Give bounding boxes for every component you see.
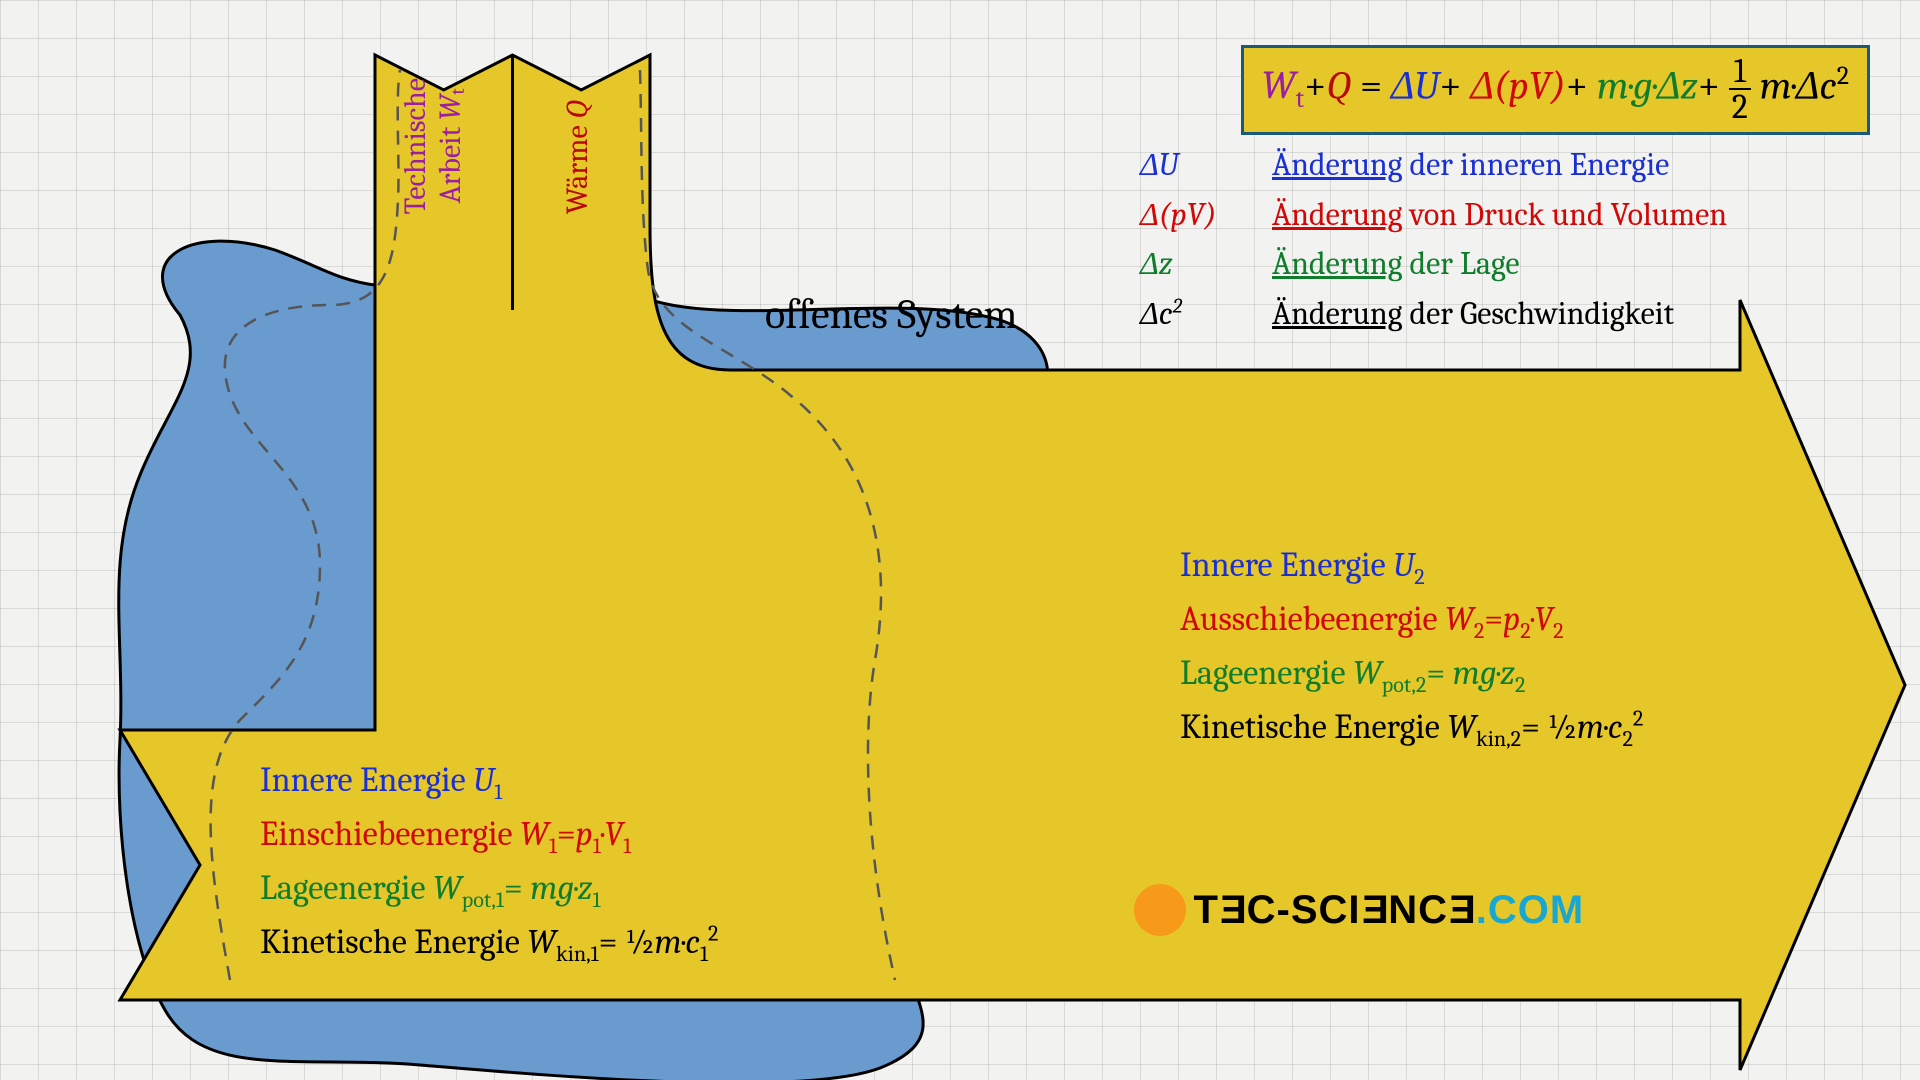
state2-internal-energy: Innere Energie U2 (1180, 540, 1643, 594)
state2-kinetic-energy: Kinetische Energie Wkin,2= ½m·c22 (1180, 702, 1643, 756)
system-title: offenes System (765, 290, 1018, 339)
state1-flow-work: Einschiebeenergie W1=p1·V1 (260, 809, 718, 863)
energy-equation: Wt+Q = ΔU+ Δ(pV)+ m·g·Δz+ 12 m·Δc2 (1241, 45, 1870, 135)
legend-row-du: ΔU Änderung der inneren Energie (1140, 140, 1870, 190)
state1-kinetic-energy: Kinetische Energie Wkin,1= ½m·c12 (260, 917, 718, 971)
state1-block: Innere Energie U1 Einschiebeenergie W1=p… (260, 755, 718, 971)
state1-potential-energy: Lageenergie Wpot,1= mg·z1 (260, 863, 718, 917)
state2-block: Innere Energie U2 Ausschiebeenergie W2=p… (1180, 540, 1643, 756)
logo: TEC-SCIENCE.COM (1130, 880, 1584, 940)
state1-internal-energy: Innere Energie U1 (260, 755, 718, 809)
logo-icon (1130, 880, 1190, 940)
state2-flow-work: Ausschiebeenergie W2=p2·V2 (1180, 594, 1643, 648)
label-technical-work: Technische Arbeit Wt (398, 78, 469, 214)
legend-row-dpv: Δ(pV) Änderung von Druck und Volumen (1140, 190, 1870, 240)
legend-row-dz: Δz Änderung der Lage (1140, 239, 1870, 289)
equation-legend: ΔU Änderung der inneren Energie Δ(pV) Än… (1140, 140, 1870, 338)
label-heat: Wärme Q (560, 100, 595, 214)
legend-row-dc2: Δc2 Änderung der Geschwindigkeit (1140, 289, 1870, 339)
state2-potential-energy: Lageenergie Wpot,2= mg·z2 (1180, 648, 1643, 702)
